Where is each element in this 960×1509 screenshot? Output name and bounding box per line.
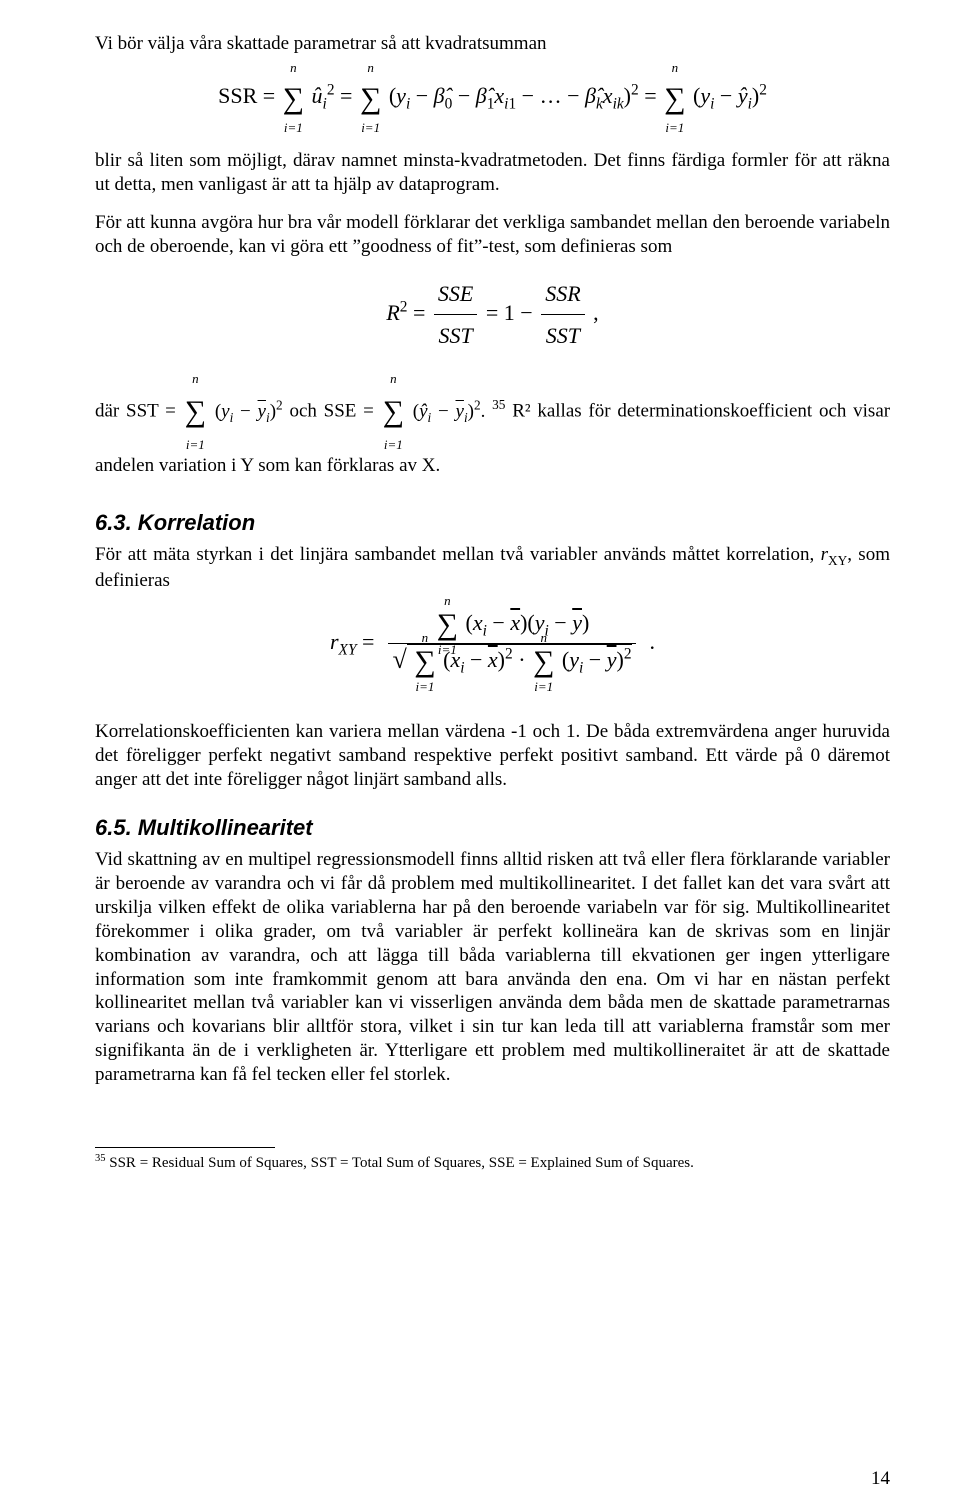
equation-rxy: rXY = ∑ni=1 (xi − x)(yi − y) √ ∑ni=1 (xi… xyxy=(95,607,890,680)
page-number: 14 xyxy=(871,1467,890,1491)
footnote-ref-35: 35 xyxy=(492,397,505,412)
p4-pre: där SST = xyxy=(95,401,176,422)
paragraph-4: där SST = ∑ni=1 (yi − yi)2 och SSE = ∑ni… xyxy=(95,379,890,487)
equation-ssr: SSR = ∑ni=1 ûi2 = ∑ni=1 (yi − β̂0 − β̂1x… xyxy=(95,70,890,127)
page: Vi bör välja våra skattade parametrar så… xyxy=(0,0,960,1509)
equation-sse-inline: ∑ni=1 (ŷi − yi)2. xyxy=(381,401,493,422)
footnote-separator xyxy=(95,1147,275,1148)
footnote-35: 35 SSR = Residual Sum of Squares, SST = … xyxy=(95,1152,890,1174)
paragraph-6: Korrelationskoefficienten kan variera me… xyxy=(95,720,890,792)
paragraph-7: Vid skattning av en multipel regressions… xyxy=(95,848,890,1087)
paragraph-5: För att mäta styrkan i det linjära samba… xyxy=(95,543,890,593)
p4-mid: och SSE = xyxy=(289,401,373,422)
footnote-text: SSR = Residual Sum of Squares, SST = Tot… xyxy=(109,1155,694,1171)
heading-korrelation: 6.3. Korrelation xyxy=(95,509,890,537)
footnote-number: 35 xyxy=(95,1153,106,1164)
paragraph-intro: Vi bör välja våra skattade parametrar så… xyxy=(95,32,890,56)
equation-sst-inline: ∑ni=1 (yi − yi)2 xyxy=(183,401,290,422)
paragraph-2: blir så liten som möjligt, därav namnet … xyxy=(95,149,890,197)
equation-r2: R2 = SSESST = 1 − SSRSST , xyxy=(95,273,890,358)
paragraph-3: För att kunna avgöra hur bra vår modell … xyxy=(95,211,890,259)
heading-multikollinearitet: 6.5. Multikollinearitet xyxy=(95,814,890,842)
